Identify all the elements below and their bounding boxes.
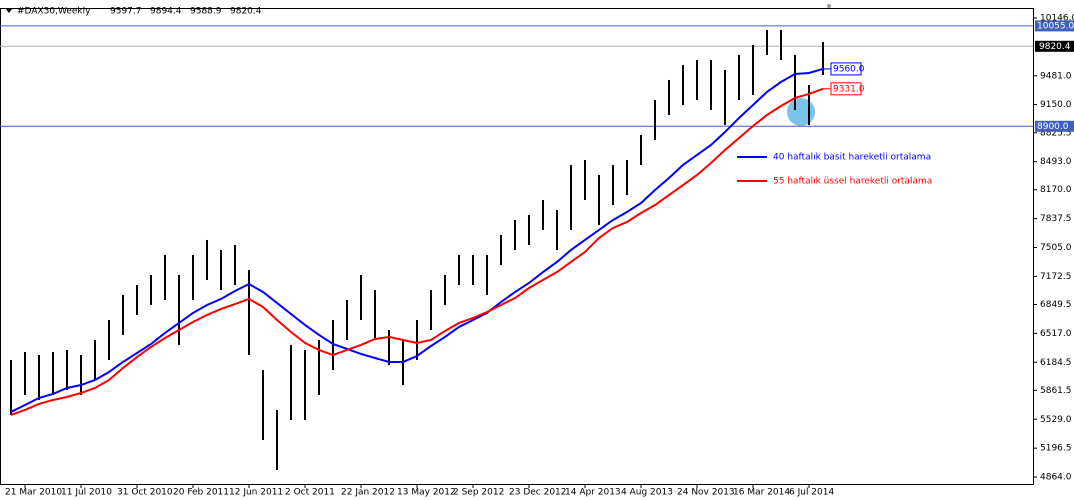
hline-label-box [1035,20,1074,32]
quote-value: 9597.7 [110,7,142,17]
y-tick-label: 7837.5 [1040,214,1072,224]
x-tick-label: 2 Oct 2011 [285,488,335,498]
x-tick-label: 16 Mar 2014 [733,488,790,498]
x-tick-label: 4 Aug 2013 [621,488,673,498]
x-tick-label: 24 Nov 2013 [677,488,735,498]
y-tick-label: 5861.5 [1040,386,1072,396]
hline-label: 10055.0 [1037,21,1074,31]
x-tick-label: 20 Feb 2011 [173,488,229,498]
y-tick-label: 9481.0 [1040,71,1072,81]
plot-frame [0,8,1034,485]
quote-value: 9820.4 [230,7,262,17]
y-tick-label: 8825.5 [1040,128,1072,138]
price-label: 9820.4 [1039,42,1071,52]
y-tick-label: 4864.0 [1040,473,1072,483]
hline-label: 8900.0 [1037,122,1069,132]
price-label-box [1035,40,1074,52]
x-tick-label: 13 May 2012 [397,488,456,498]
y-tick-label: 8170.0 [1040,185,1072,195]
legend-label: 40 haftalık basit hareketli ortalama [773,153,931,163]
corner-dot [827,4,831,8]
y-tick-label: 5529.0 [1040,415,1072,425]
y-tick-label: 10146.0 [1040,13,1074,23]
moving-average-line [10,87,824,416]
y-tick-label: 7172.5 [1040,272,1072,282]
y-tick-label: 6184.5 [1040,358,1072,368]
legend-label: 55 haftalık üssel hareketli ortalama [773,177,932,187]
highlight-circle [787,98,815,126]
y-tick-label: 5196.5 [1040,444,1072,454]
end-label-box [830,82,862,96]
y-tick-label: 8493.0 [1040,157,1072,167]
end-label: 9331.0 [833,84,865,94]
x-tick-label: 21 Mar 2010 [5,488,62,498]
quote-value: 9894.4 [150,7,182,17]
y-tick-label: 9150.0 [1040,100,1072,110]
x-tick-label: 23 Dec 2012 [509,488,567,498]
y-tick-label: 6517.0 [1040,329,1072,339]
hline-label-box [1035,120,1074,132]
end-label: 9560.0 [833,64,865,74]
end-label-box [830,62,862,76]
y-tick-label: 7505.0 [1040,243,1072,253]
chart-title: #DAX30,Weekly [17,7,91,17]
x-tick-label: 31 Oct 2010 [117,488,173,498]
x-tick-label: 2 Sep 2012 [453,488,504,498]
x-tick-label: 22 Jan 2012 [341,488,395,498]
moving-average-line [10,67,824,413]
y-tick-label: 6849.5 [1040,300,1072,310]
x-tick-label: 14 Apr 2013 [565,488,621,498]
x-tick-label: 12 Jun 2011 [229,488,283,498]
menu-arrow[interactable] [6,9,12,13]
x-tick-label: 11 Jul 2010 [61,488,112,498]
quote-value: 9588.9 [190,7,222,17]
x-tick-label: 6 Jul 2014 [789,488,834,498]
